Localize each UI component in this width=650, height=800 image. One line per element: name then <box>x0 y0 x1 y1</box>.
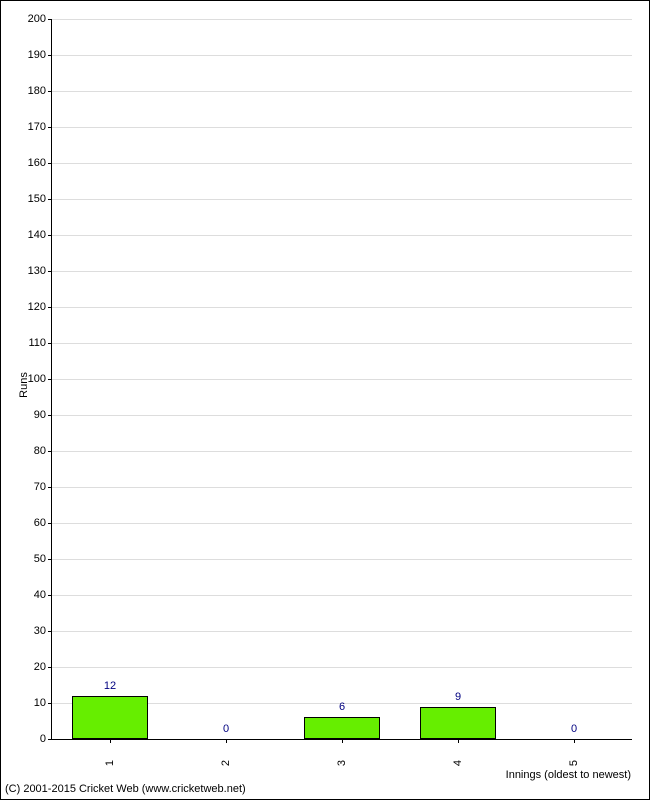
gridline <box>52 91 632 92</box>
y-tick-label: 60 <box>34 517 46 529</box>
y-tick-mark <box>48 127 52 128</box>
y-tick-label: 160 <box>28 157 46 169</box>
bar-value-label: 9 <box>455 691 461 703</box>
x-tick-label: 5 <box>568 760 580 766</box>
gridline <box>52 163 632 164</box>
y-tick-label: 190 <box>28 49 46 61</box>
bar <box>72 696 149 739</box>
bar <box>304 717 381 739</box>
x-tick-label: 3 <box>336 760 348 766</box>
y-tick-label: 90 <box>34 409 46 421</box>
y-tick-mark <box>48 559 52 560</box>
y-tick-label: 180 <box>28 85 46 97</box>
y-tick-label: 150 <box>28 193 46 205</box>
y-tick-mark <box>48 307 52 308</box>
bar-value-label: 0 <box>223 723 229 735</box>
y-tick-mark <box>48 91 52 92</box>
x-tick-label: 2 <box>220 760 232 766</box>
y-tick-label: 40 <box>34 589 46 601</box>
gridline <box>52 559 632 560</box>
y-tick-label: 70 <box>34 481 46 493</box>
gridline <box>52 415 632 416</box>
gridline <box>52 55 632 56</box>
gridline <box>52 127 632 128</box>
y-tick-mark <box>48 595 52 596</box>
gridline <box>52 667 632 668</box>
y-tick-label: 0 <box>40 733 46 745</box>
y-tick-mark <box>48 163 52 164</box>
y-tick-mark <box>48 199 52 200</box>
gridline <box>52 487 632 488</box>
gridline <box>52 631 632 632</box>
y-tick-label: 50 <box>34 553 46 565</box>
y-tick-label: 200 <box>28 13 46 25</box>
x-tick-mark <box>226 739 227 743</box>
y-tick-mark <box>48 19 52 20</box>
y-tick-mark <box>48 523 52 524</box>
bar-value-label: 0 <box>571 723 577 735</box>
y-tick-label: 20 <box>34 661 46 673</box>
y-tick-mark <box>48 235 52 236</box>
bar-value-label: 6 <box>339 701 345 713</box>
y-tick-label: 80 <box>34 445 46 457</box>
y-tick-label: 110 <box>28 337 46 349</box>
y-tick-label: 100 <box>28 373 46 385</box>
y-tick-label: 170 <box>28 121 46 133</box>
gridline <box>52 595 632 596</box>
gridline <box>52 235 632 236</box>
y-tick-mark <box>48 631 52 632</box>
x-tick-mark <box>110 739 111 743</box>
x-tick-label: 1 <box>104 760 116 766</box>
gridline <box>52 451 632 452</box>
y-tick-mark <box>48 415 52 416</box>
y-tick-mark <box>48 703 52 704</box>
x-tick-mark <box>574 739 575 743</box>
y-tick-mark <box>48 667 52 668</box>
y-tick-label: 10 <box>34 697 46 709</box>
y-tick-label: 30 <box>34 625 46 637</box>
y-tick-label: 140 <box>28 229 46 241</box>
copyright-text: (C) 2001-2015 Cricket Web (www.cricketwe… <box>5 783 246 795</box>
gridline <box>52 523 632 524</box>
gridline <box>52 19 632 20</box>
bar <box>420 707 497 739</box>
gridline <box>52 307 632 308</box>
gridline <box>52 199 632 200</box>
x-axis-title: Innings (oldest to newest) <box>506 769 631 781</box>
chart-container: 0102030405060708090100110120130140150160… <box>0 0 650 800</box>
gridline <box>52 379 632 380</box>
plot-area: 0102030405060708090100110120130140150160… <box>51 19 632 740</box>
bar-value-label: 12 <box>104 680 116 692</box>
y-tick-label: 130 <box>28 265 46 277</box>
y-tick-mark <box>48 343 52 344</box>
x-tick-mark <box>342 739 343 743</box>
y-tick-mark <box>48 271 52 272</box>
gridline <box>52 343 632 344</box>
y-tick-mark <box>48 451 52 452</box>
y-axis-title: Runs <box>18 372 30 398</box>
y-tick-mark <box>48 55 52 56</box>
y-tick-mark <box>48 379 52 380</box>
y-tick-mark <box>48 487 52 488</box>
gridline <box>52 271 632 272</box>
x-tick-mark <box>458 739 459 743</box>
x-tick-label: 4 <box>452 760 464 766</box>
y-tick-label: 120 <box>28 301 46 313</box>
y-tick-mark <box>48 739 52 740</box>
